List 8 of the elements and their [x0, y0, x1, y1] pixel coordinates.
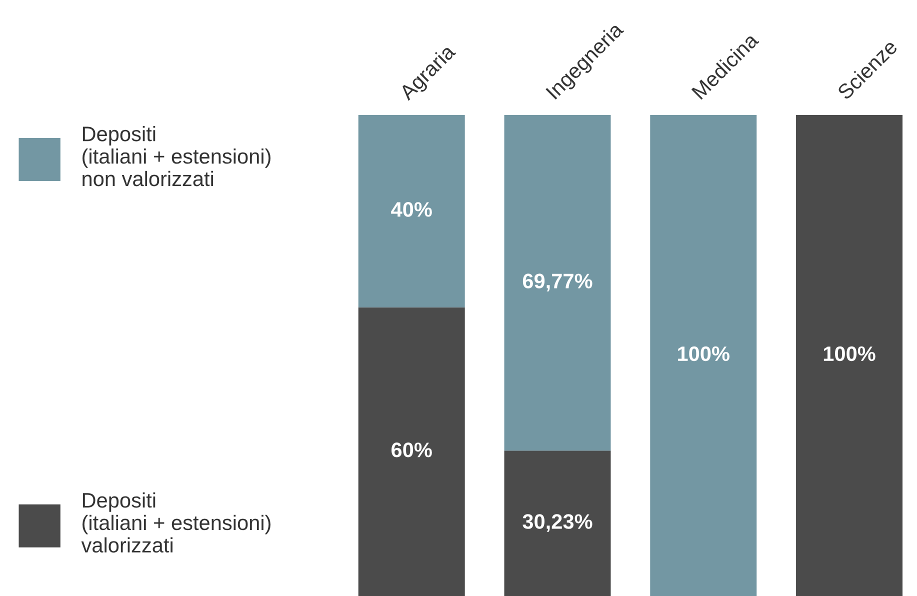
data-label: 100%: [824, 346, 876, 362]
data-label: 60%: [392, 442, 432, 458]
data-label: 100%: [678, 346, 730, 362]
legend-label: Depositi (italiani + estensioni) non valorizzati: [82, 126, 270, 186]
data-label: 30,23%: [522, 514, 592, 532]
data-label: 40%: [391, 202, 432, 217]
data-label: 69,77%: [522, 274, 592, 292]
legend-label: Depositi (italiani + estensioni) valorizzati: [81, 492, 270, 553]
